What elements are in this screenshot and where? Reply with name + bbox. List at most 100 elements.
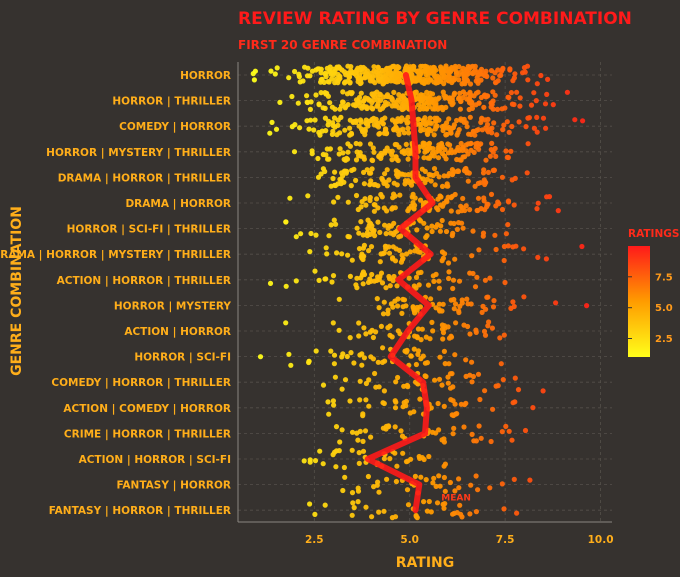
data-point: [367, 181, 373, 187]
data-point: [398, 95, 404, 101]
data-point: [377, 130, 383, 137]
data-point: [440, 255, 446, 261]
data-point: [322, 105, 328, 111]
data-point: [476, 423, 482, 429]
data-point: [463, 203, 469, 209]
data-point: [499, 481, 505, 487]
data-point: [490, 75, 496, 81]
data-point: [364, 230, 370, 236]
data-point: [307, 501, 313, 507]
data-point: [340, 89, 346, 95]
data-point: [442, 488, 448, 494]
data-point: [355, 206, 361, 213]
data-point: [399, 256, 406, 262]
data-point: [313, 232, 319, 238]
data-point: [326, 233, 332, 239]
data-point: [431, 132, 437, 138]
data-point: [345, 141, 351, 147]
data-point: [401, 150, 408, 156]
data-point: [392, 298, 398, 304]
data-point: [371, 149, 377, 155]
data-point: [405, 384, 411, 390]
data-point: [305, 193, 311, 199]
data-point: [447, 385, 454, 391]
data-point: [354, 225, 360, 231]
data-point: [373, 384, 379, 390]
data-point: [373, 116, 379, 122]
data-point: [305, 65, 311, 71]
data-point: [427, 336, 433, 342]
data-point: [375, 359, 381, 365]
scatter-points: [250, 63, 590, 521]
data-point: [257, 354, 264, 360]
data-point: [296, 71, 302, 77]
data-point: [335, 80, 341, 86]
data-point: [487, 485, 493, 491]
data-point: [400, 450, 406, 456]
data-point: [291, 149, 298, 155]
data-point: [340, 99, 346, 105]
data-point: [397, 331, 403, 337]
data-point: [374, 196, 380, 202]
data-point: [446, 116, 452, 122]
data-point: [389, 206, 395, 212]
data-point: [342, 474, 348, 480]
data-point: [331, 199, 337, 205]
data-point: [286, 75, 292, 81]
data-point: [370, 334, 376, 341]
data-point: [395, 374, 401, 381]
data-point: [385, 311, 391, 317]
data-point: [528, 102, 535, 108]
data-point: [419, 326, 425, 332]
data-point: [512, 399, 518, 405]
data-point: [313, 92, 319, 98]
data-point: [395, 64, 401, 70]
data-point: [325, 122, 331, 128]
data-point: [300, 78, 306, 84]
data-point: [327, 100, 333, 106]
data-point: [480, 230, 487, 236]
data-point: [490, 304, 497, 310]
data-point: [445, 374, 451, 380]
data-point: [499, 429, 505, 435]
data-point: [405, 208, 411, 214]
data-point: [500, 377, 506, 383]
data-point: [429, 228, 435, 235]
data-point: [360, 413, 366, 419]
data-point: [579, 243, 585, 250]
data-point: [522, 69, 528, 75]
data-point: [408, 353, 414, 359]
data-point: [427, 145, 433, 151]
data-point: [483, 157, 489, 163]
data-point: [460, 225, 466, 231]
data-point: [531, 90, 537, 96]
data-point: [395, 71, 401, 77]
data-point: [457, 303, 463, 309]
data-point: [405, 66, 411, 72]
data-point: [400, 404, 406, 410]
data-point: [357, 99, 363, 106]
data-point: [478, 435, 484, 441]
data-point: [491, 298, 497, 304]
data-point: [369, 271, 375, 278]
data-point: [404, 487, 411, 493]
data-point: [435, 145, 441, 151]
data-point: [395, 118, 401, 124]
data-point: [389, 157, 395, 163]
data-point: [509, 437, 515, 443]
y-tick-label: HORROR | SCI-FI: [134, 352, 231, 364]
data-point: [516, 119, 522, 125]
data-point: [454, 168, 460, 174]
data-point: [446, 275, 452, 282]
data-point: [365, 96, 371, 102]
data-point: [322, 71, 328, 77]
data-point: [494, 132, 500, 138]
data-point: [462, 77, 468, 83]
data-point: [351, 505, 357, 511]
data-point: [386, 273, 392, 280]
data-point: [325, 399, 331, 405]
data-point: [351, 360, 357, 366]
data-point: [439, 217, 445, 224]
data-point: [429, 97, 436, 103]
data-point: [424, 225, 430, 231]
